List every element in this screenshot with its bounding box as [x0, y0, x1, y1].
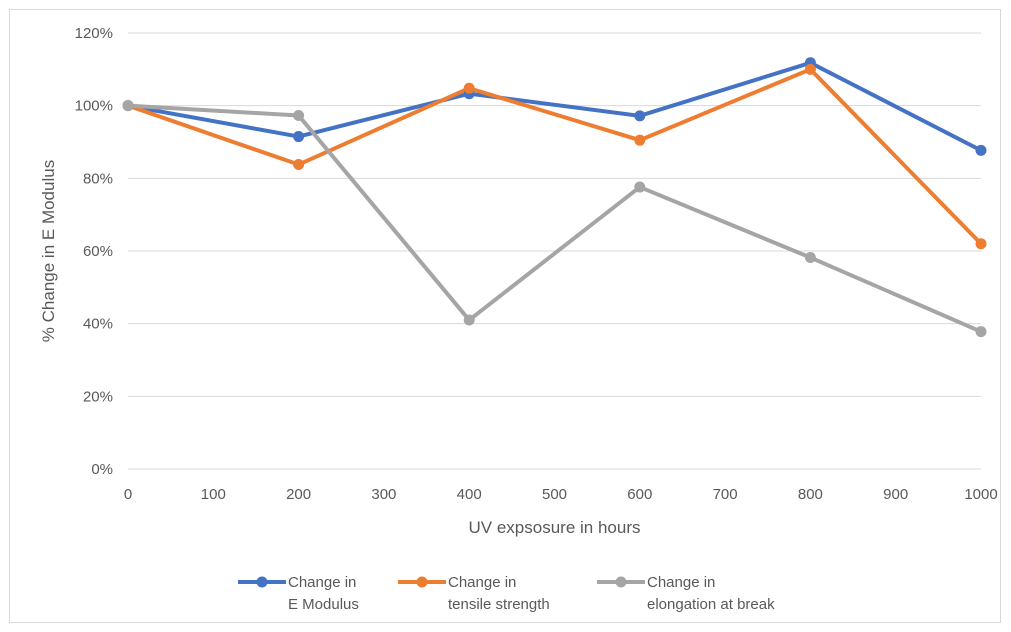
legend-label: tensile strength: [448, 596, 550, 613]
data-point: [634, 110, 646, 122]
chart-frame: [9, 9, 1001, 623]
y-tick-label: 40%: [83, 316, 113, 333]
series-line: [126, 103, 983, 334]
data-point: [463, 82, 475, 94]
x-tick-label: 1000: [964, 486, 997, 503]
series-line: [126, 60, 983, 153]
data-point: [634, 134, 646, 146]
x-tick-label: 300: [371, 486, 396, 503]
y-tick-label: 100%: [75, 98, 113, 115]
data-point: [463, 314, 475, 326]
data-point: [804, 252, 816, 264]
y-tick-label: 60%: [83, 243, 113, 260]
data-point: [975, 238, 987, 250]
legend-swatch-marker: [615, 576, 627, 588]
x-tick-label: 400: [457, 486, 482, 503]
x-tick-label: 600: [627, 486, 652, 503]
data-point: [975, 144, 987, 156]
x-tick-label: 100: [201, 486, 226, 503]
legend-label: Change in: [448, 574, 516, 591]
x-tick-label: 800: [798, 486, 823, 503]
y-tick-label: 80%: [83, 170, 113, 187]
x-tick-label: 700: [713, 486, 738, 503]
data-point: [634, 181, 646, 193]
data-point: [293, 109, 305, 121]
y-axis-title: % Change in E Modulus: [39, 160, 58, 342]
series-line: [126, 67, 983, 246]
y-tick-label: 120%: [75, 25, 113, 42]
legend-label: Change in: [288, 574, 356, 591]
data-point: [804, 63, 816, 75]
data-point: [293, 131, 305, 143]
data-point: [293, 159, 305, 171]
legend-label: E Modulus: [288, 596, 359, 613]
data-point: [975, 326, 987, 338]
x-tick-label: 900: [883, 486, 908, 503]
legend-label: Change in: [647, 574, 715, 591]
data-point: [122, 100, 134, 112]
x-axis-title: UV expsosure in hours: [469, 518, 641, 537]
legend-label: elongation at break: [647, 596, 775, 613]
x-tick-label: 0: [124, 486, 132, 503]
legend-swatch-marker: [256, 576, 268, 588]
x-tick-label: 500: [542, 486, 567, 503]
legend-swatch-marker: [416, 576, 428, 588]
y-tick-label: 20%: [83, 388, 113, 405]
y-tick-label: 0%: [91, 461, 113, 478]
x-tick-label: 200: [286, 486, 311, 503]
